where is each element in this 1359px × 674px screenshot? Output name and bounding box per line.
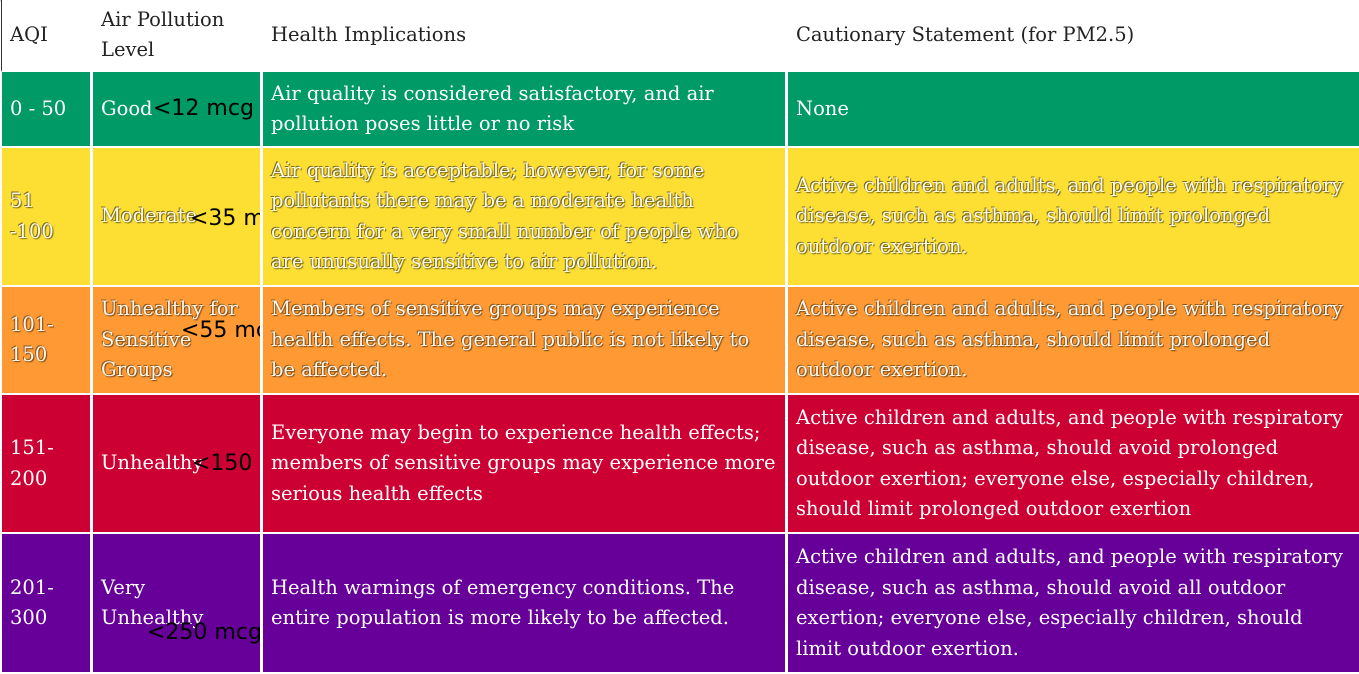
pollution-level-cell: Unhealthy for Sensitive Groups <55 mcg xyxy=(93,287,263,395)
pm25-threshold-note: <55 mcg xyxy=(181,318,260,343)
pollution-level-cell: Unhealthy <150 mcg xyxy=(93,395,263,534)
cautionary-statement-cell: Active children and adults, and people w… xyxy=(788,395,1359,534)
header-cautionary-statement: Cautionary Statement (for PM2.5) xyxy=(788,0,1359,72)
health-implications-cell: Air quality is acceptable; however, for … xyxy=(263,148,788,287)
cautionary-statement-cell: Active children and adults, and people w… xyxy=(788,287,1359,395)
health-implications-cell: Health warnings of emergency conditions.… xyxy=(263,534,788,674)
header-pollution-level: Air Pollution Level xyxy=(93,0,263,72)
cautionary-statement-cell: Active children and adults, and people w… xyxy=(788,148,1359,287)
pollution-level-label: Moderate xyxy=(101,204,198,228)
cautionary-statement-cell: Active children and adults, and people w… xyxy=(788,534,1359,674)
header-health-implications: Health Implications xyxy=(263,0,788,72)
pollution-level-label: Good xyxy=(101,96,153,120)
pollution-level-cell: Very Unhealthy <250 mcg xyxy=(93,534,263,674)
pollution-level-label: Unhealthy for Sensitive Groups xyxy=(101,297,238,382)
pm25-threshold-note: <150 mcg xyxy=(192,451,260,476)
aqi-range-cell: 201-300 xyxy=(2,534,93,674)
aqi-range-cell: 151-200 xyxy=(2,395,93,534)
pollution-level-label: Unhealthy xyxy=(101,451,204,475)
pm25-threshold-note: <12 mcg xyxy=(153,96,254,121)
cautionary-statement-cell: None xyxy=(788,72,1359,148)
header-aqi: AQI xyxy=(1,0,93,72)
pollution-level-cell: Moderate <35 mcg xyxy=(93,148,263,287)
aqi-range-cell: 101-150 xyxy=(2,287,93,395)
pollution-level-cell: Good <12 mcg xyxy=(93,72,263,148)
pm25-threshold-note: <35 mcg xyxy=(190,206,263,231)
health-implications-cell: Everyone may begin to experience health … xyxy=(263,395,788,534)
pm25-threshold-note: <250 mcg xyxy=(147,620,262,645)
health-implications-cell: Members of sensitive groups may experien… xyxy=(263,287,788,395)
aqi-range-cell: 0 - 50 xyxy=(2,72,93,148)
pollution-level-label: Very Unhealthy xyxy=(101,575,204,630)
health-implications-cell: Air quality is considered satisfactory, … xyxy=(263,72,788,148)
aqi-range-cell: 51 -100 xyxy=(2,148,93,287)
